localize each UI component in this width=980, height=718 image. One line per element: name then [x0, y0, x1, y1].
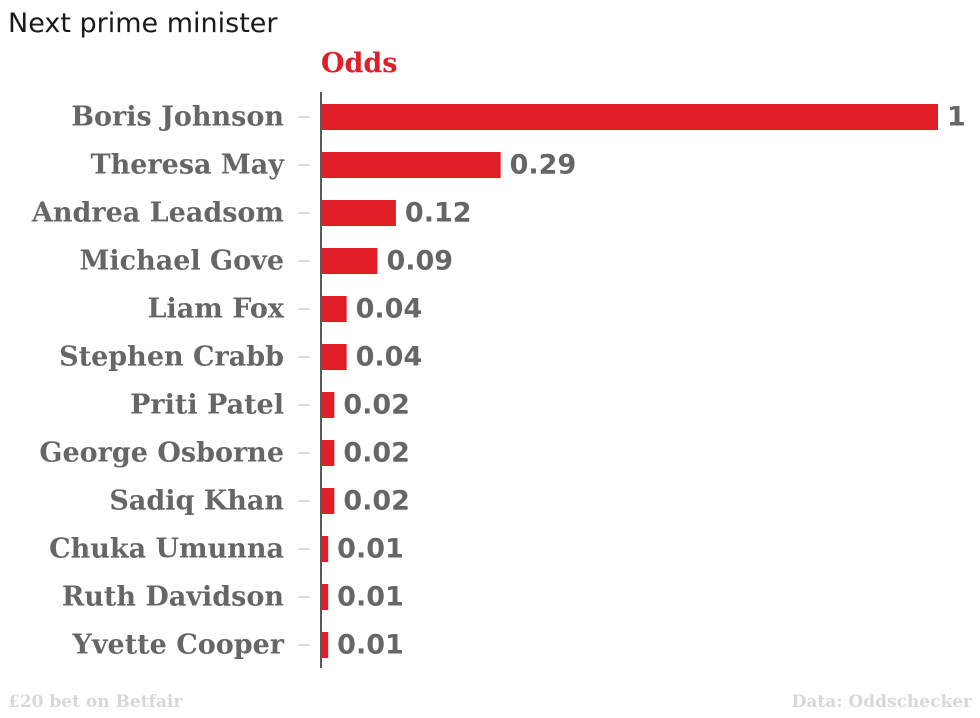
category-label: Liam Fox — [147, 294, 284, 325]
category-label: George Osborne — [39, 438, 284, 469]
value-label: 0.12 — [405, 198, 472, 229]
category-label: Ruth Davidson — [62, 582, 285, 613]
value-label: 0.04 — [356, 342, 423, 373]
bar — [322, 632, 329, 658]
category-label: Stephen Crabb — [59, 342, 284, 373]
category-label: Theresa May — [91, 150, 286, 181]
series-name: Odds — [321, 48, 398, 79]
value-label: 0.04 — [356, 294, 423, 325]
bar — [322, 392, 335, 418]
footer-source: Data: Oddschecker — [791, 692, 972, 712]
bar — [322, 344, 347, 370]
bar — [322, 248, 378, 274]
bar — [322, 152, 501, 178]
category-label: Andrea Leadsom — [31, 198, 284, 229]
bar — [322, 536, 329, 562]
chart-title: Next prime minister — [8, 8, 278, 39]
category-label: Boris Johnson — [71, 102, 284, 133]
value-label: 0.09 — [386, 246, 453, 277]
bar — [322, 584, 329, 610]
value-label: 0.02 — [343, 486, 410, 517]
category-label: Priti Patel — [130, 390, 284, 421]
category-label: Sadiq Khan — [109, 486, 284, 517]
bar — [322, 104, 938, 130]
value-label: 0.02 — [343, 390, 410, 421]
bar — [322, 440, 335, 466]
bar — [322, 296, 347, 322]
value-label: 1 — [947, 102, 966, 133]
category-label: Chuka Umunna — [49, 534, 284, 565]
footer-note: £20 bet on Betfair — [8, 692, 183, 712]
value-label: 0.01 — [337, 582, 404, 613]
category-label: Michael Gove — [80, 246, 284, 277]
value-label: 0.02 — [343, 438, 410, 469]
value-label: 0.01 — [337, 534, 404, 565]
bar — [322, 488, 335, 514]
value-label: 0.01 — [337, 630, 404, 661]
category-label: Yvette Cooper — [72, 630, 285, 661]
value-label: 0.29 — [510, 150, 577, 181]
bar — [322, 200, 396, 226]
